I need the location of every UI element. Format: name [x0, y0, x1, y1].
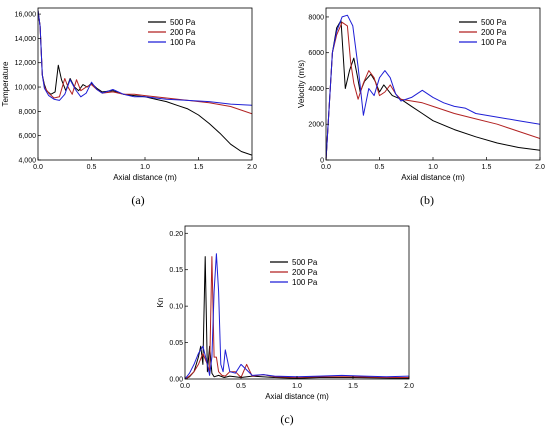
chart-panel-2: 0.0 0.5 1.0 1.5 2.0 0.00 0.05 0.10 0.15 0.20 Axial…: [156, 225, 414, 426]
x-tick-label: 1.5: [348, 383, 358, 390]
x-tick-label: 0.0: [180, 383, 190, 390]
y-tick-label: 6,000: [18, 133, 36, 140]
chart-panel-0: 0.0 0.5 1.0 1.5 2.0 4,000 6,000 8,000 10,000 12,0…: [1, 7, 257, 207]
legend-label: 200 Pa: [292, 268, 318, 277]
series-line-1: [38, 10, 252, 115]
panel-caption: (c): [280, 412, 293, 426]
plot-frame: [325, 7, 541, 161]
series-line-2: [326, 14, 540, 160]
x-axis-label: Axial distance (m): [265, 392, 329, 401]
y-tick-label: 4,000: [18, 158, 36, 165]
legend-label: 100 Pa: [292, 278, 318, 287]
x-tick-label: 0.5: [87, 164, 97, 171]
y-tick-label: 0.10: [169, 304, 183, 311]
y-tick-label: 8000: [308, 14, 324, 21]
y-axis-label: Kn: [156, 298, 165, 308]
series-line-2: [185, 253, 409, 379]
y-tick-label: 8,000: [18, 109, 36, 116]
legend-label: 200 Pa: [170, 28, 196, 37]
y-tick-label: 10,000: [15, 85, 37, 92]
series-line-0: [326, 20, 540, 160]
y-tick-label: 0.00: [169, 377, 183, 384]
y-tick-label: 6000: [308, 50, 324, 57]
series-line-0: [38, 10, 252, 156]
x-tick-label: 0.5: [375, 164, 385, 171]
legend-label: 200 Pa: [481, 28, 507, 37]
x-tick-label: 2.0: [404, 383, 414, 390]
legend-label: 500 Pa: [481, 18, 507, 27]
x-tick-label: 0.0: [321, 164, 331, 171]
legend-label: 100 Pa: [170, 38, 196, 47]
series-line-1: [326, 21, 540, 160]
y-tick-label: 2000: [308, 122, 324, 129]
x-tick-label: 2.0: [247, 164, 257, 171]
y-tick-label: 0.05: [169, 340, 183, 347]
y-tick-label: 4000: [308, 86, 324, 93]
y-tick-label: 12,000: [15, 60, 37, 67]
x-tick-label: 0.5: [236, 383, 246, 390]
x-tick-label: 1.5: [194, 164, 204, 171]
y-axis-label: Temperature: [1, 61, 10, 106]
plot-frame: [37, 7, 253, 161]
y-tick-label: 0.20: [169, 231, 183, 238]
panel-caption: (a): [131, 193, 144, 207]
series-line-2: [38, 10, 252, 106]
x-tick-label: 0.0: [33, 164, 43, 171]
x-axis-label: Axial distance (m): [401, 173, 465, 182]
x-tick-label: 2.0: [535, 164, 545, 171]
panel-caption: (b): [420, 193, 434, 207]
x-axis-label: Axial distance (m): [113, 173, 177, 182]
chart-panel-1: 0.0 0.5 1.0 1.5 2.0 0 2000 4000 6000 8000 Axial di…: [297, 7, 545, 207]
legend-label: 500 Pa: [292, 258, 318, 267]
y-tick-label: 0: [320, 158, 324, 165]
y-axis-label: Velocity (m/s): [297, 60, 306, 108]
y-tick-label: 14,000: [15, 36, 37, 43]
legend-label: 500 Pa: [170, 18, 196, 27]
x-tick-label: 1.5: [482, 164, 492, 171]
legend-label: 100 Pa: [481, 38, 507, 47]
x-tick-label: 1.0: [428, 164, 438, 171]
x-tick-label: 1.0: [140, 164, 150, 171]
series-line-0: [185, 256, 409, 379]
x-tick-label: 1.0: [292, 383, 302, 390]
y-tick-label: 16,000: [15, 12, 37, 19]
y-tick-label: 0.15: [169, 267, 183, 274]
